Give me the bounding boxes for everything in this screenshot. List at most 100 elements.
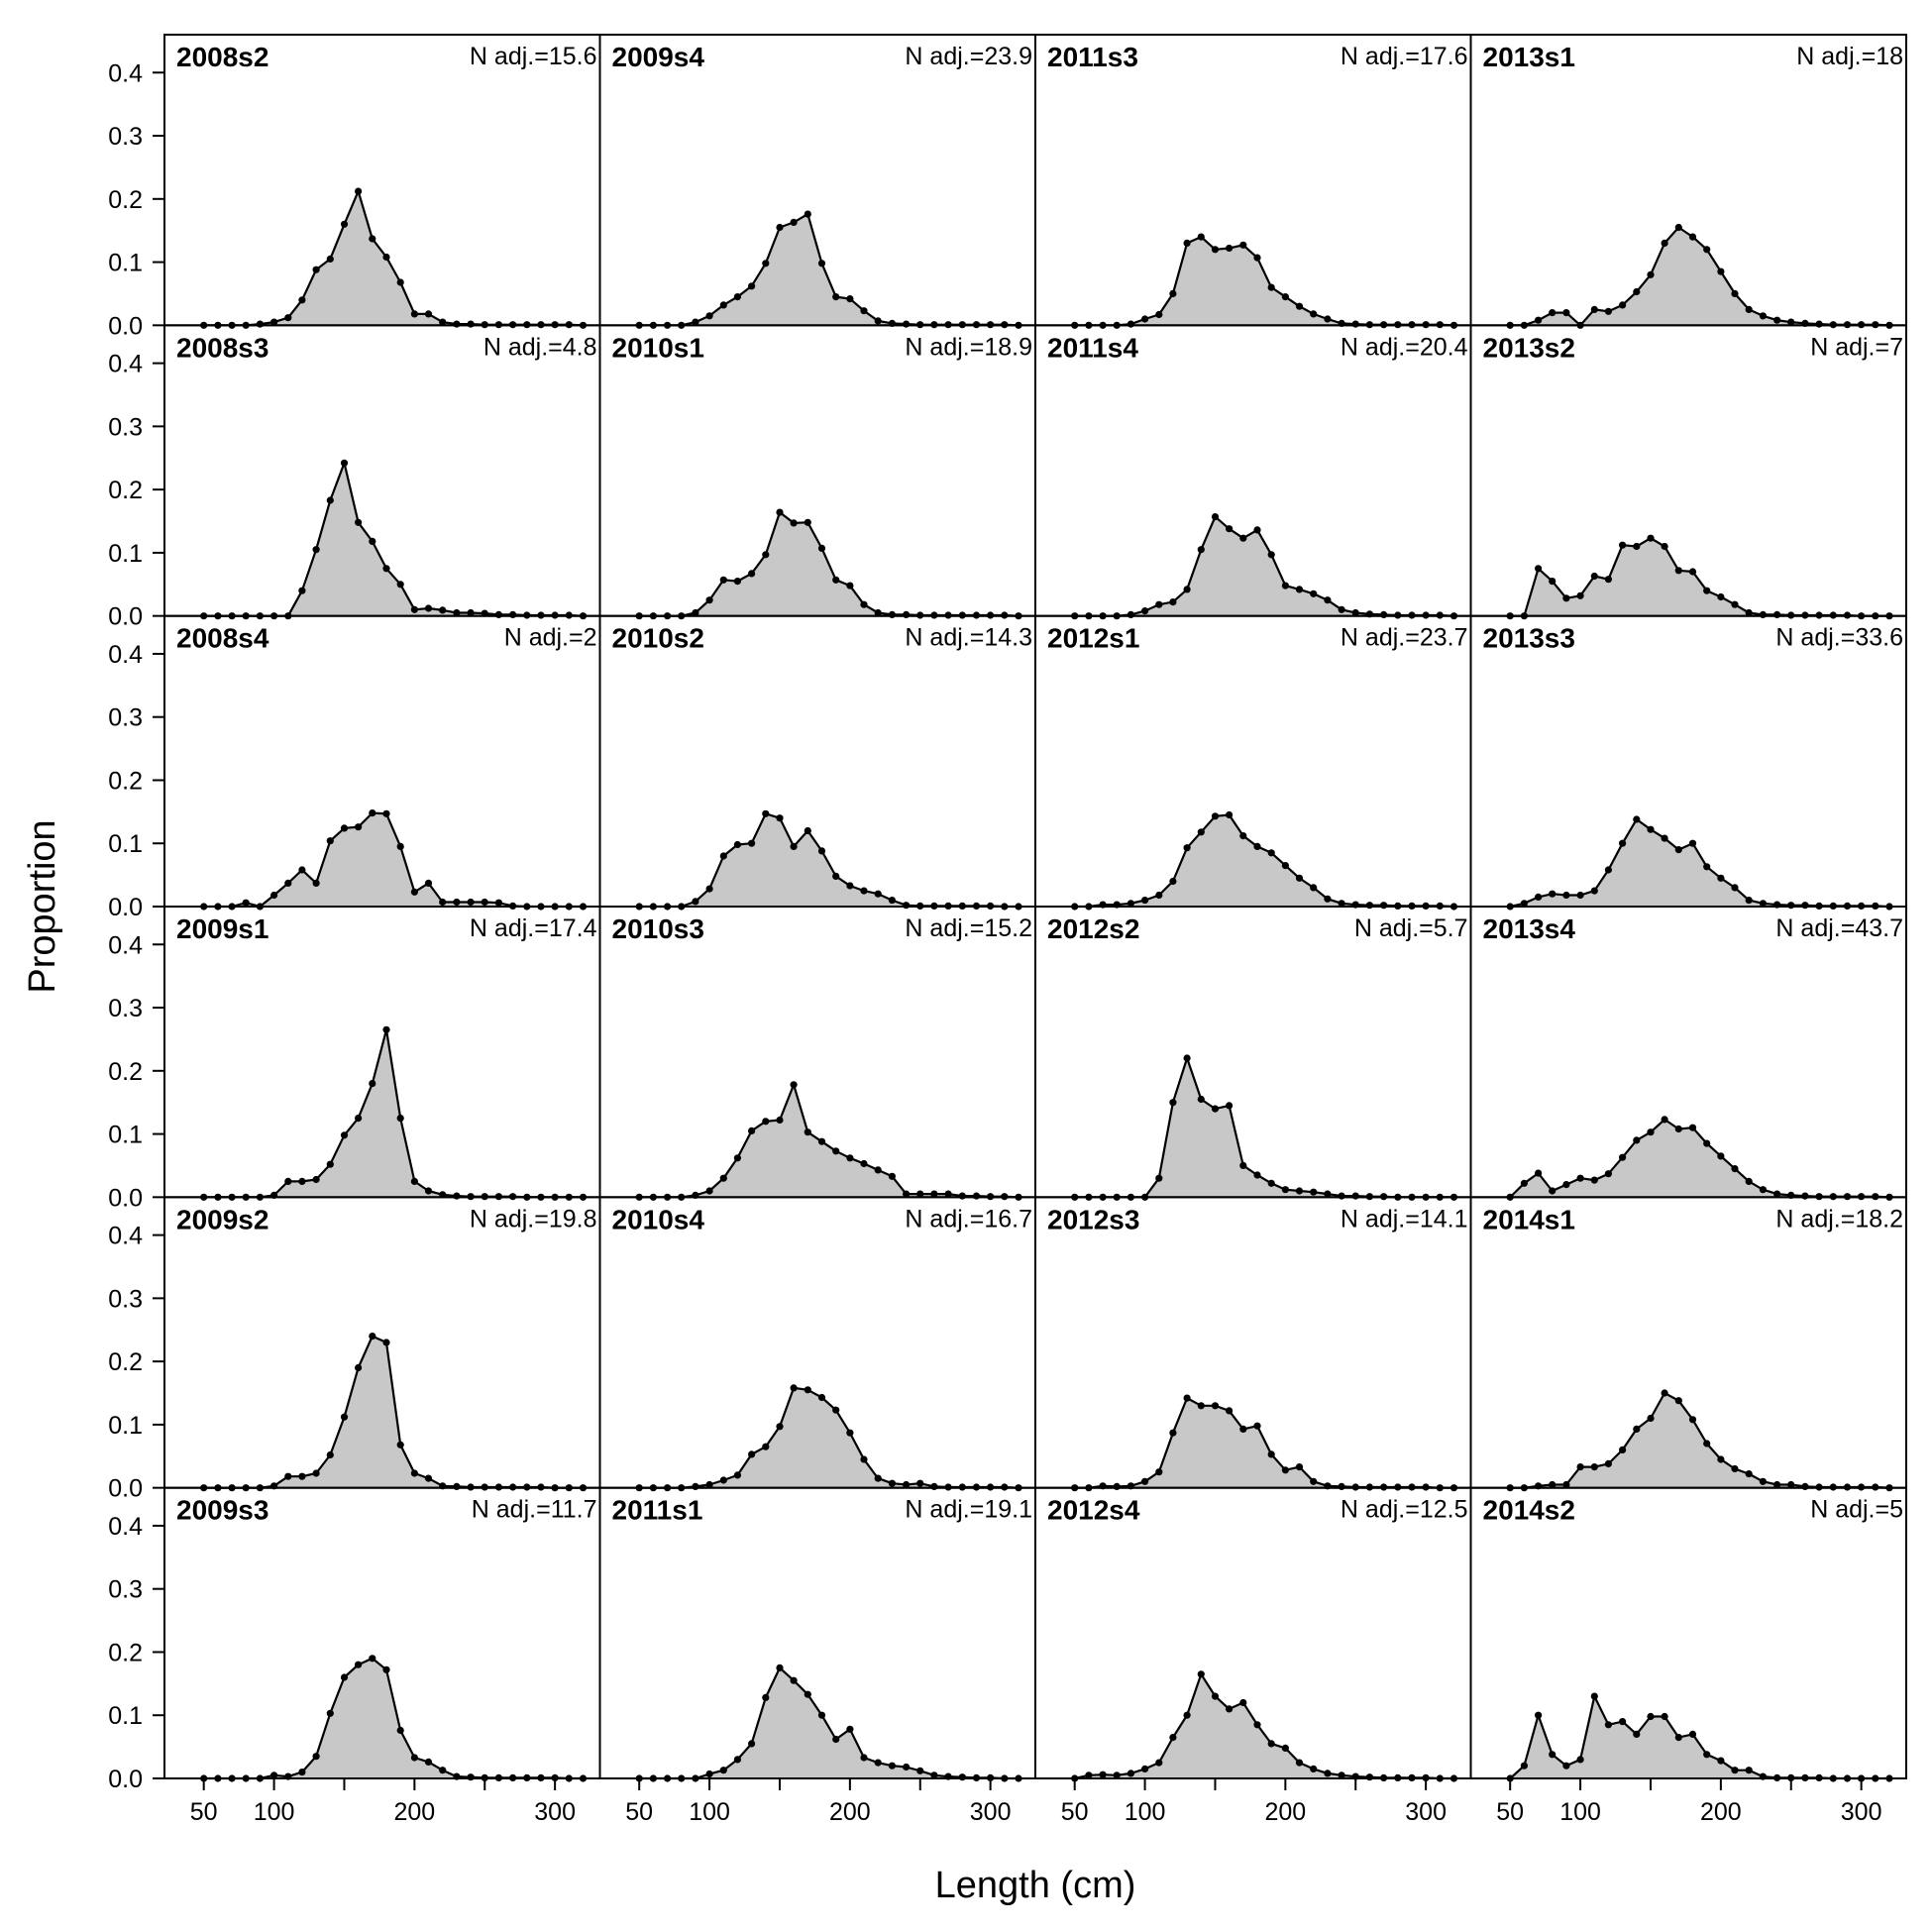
panel-n-adj: N adj.=2 — [504, 624, 597, 652]
data-point — [1295, 586, 1304, 593]
data-point — [1338, 1771, 1345, 1779]
data-point — [972, 1192, 981, 1200]
data-point — [1253, 1171, 1261, 1179]
data-point — [1351, 1192, 1359, 1200]
data-point — [1169, 289, 1177, 297]
data-point — [1141, 315, 1149, 323]
data-point — [916, 1479, 924, 1487]
data-point — [509, 610, 517, 619]
data-point — [284, 314, 292, 322]
area-fill — [203, 1658, 584, 1778]
x-tick-label: 200 — [1264, 1798, 1306, 1826]
data-point — [1549, 890, 1556, 898]
panel-2008s4: 2008s4 N adj.=2 — [163, 614, 601, 911]
x-axis: 50 100 200 300 50 100 200 300 50 100 200 300 50 100 20… — [190, 1778, 1881, 1826]
area-fill — [1074, 1673, 1454, 1778]
series-line — [639, 1666, 1019, 1780]
area-fill — [203, 1029, 584, 1198]
data-point — [1295, 874, 1304, 882]
panel-label: 2010s2 — [612, 623, 704, 654]
data-point — [748, 1127, 756, 1134]
data-point — [424, 1474, 433, 1482]
panel-n-adj: N adj.=16.7 — [905, 1205, 1032, 1233]
data-point — [790, 842, 798, 851]
area-fill — [203, 812, 584, 907]
x-tick-label: 100 — [1559, 1798, 1601, 1826]
data-point — [1197, 1670, 1205, 1678]
data-point — [903, 610, 911, 619]
data-point — [1239, 241, 1247, 249]
data-point — [467, 898, 475, 907]
data-point — [1661, 1116, 1668, 1124]
data-point — [762, 551, 770, 559]
data-point — [1549, 1187, 1556, 1195]
y-tick-label: 0.1 — [108, 250, 143, 277]
data-point — [355, 1115, 363, 1123]
area-fill — [639, 1667, 1019, 1778]
data-point — [1169, 877, 1177, 886]
area-fill — [203, 463, 584, 616]
panel-2012s4: 2012s4 N adj.=12.5 — [1034, 1486, 1472, 1782]
data-point — [382, 253, 390, 262]
data-point — [1197, 1095, 1205, 1104]
data-point — [1633, 1730, 1641, 1738]
data-point — [312, 879, 320, 888]
data-point — [860, 1754, 868, 1762]
data-point — [1562, 891, 1570, 900]
panel-n-adj: N adj.=18.9 — [905, 333, 1032, 361]
data-point — [930, 1482, 938, 1490]
data-point — [1169, 1099, 1177, 1107]
data-point — [1267, 1740, 1275, 1748]
data-point — [1773, 1480, 1781, 1489]
panel-grid: 2008s2 N adj.=15.6 2008s3 N adj.=4.8 2008s4 N… — [163, 34, 1907, 1782]
data-point — [1661, 1389, 1668, 1397]
panel-n-adj: N adj.=23.9 — [905, 43, 1032, 70]
data-point — [1183, 586, 1191, 593]
data-point — [340, 824, 349, 832]
data-point — [1239, 534, 1247, 542]
data-point — [1590, 1692, 1598, 1700]
data-point — [340, 220, 349, 228]
data-point — [312, 266, 320, 273]
data-point — [1253, 254, 1261, 262]
data-point — [326, 1160, 334, 1168]
data-point — [340, 1673, 349, 1681]
panel-n-adj: N adj.=12.5 — [1341, 1496, 1468, 1524]
data-point — [1745, 1470, 1753, 1478]
data-point — [748, 839, 756, 847]
data-point — [1295, 1463, 1304, 1471]
data-point — [467, 1773, 475, 1781]
data-point — [1169, 598, 1177, 606]
data-point — [1688, 839, 1697, 847]
panel-n-adj: N adj.=15.2 — [905, 914, 1032, 942]
data-point — [1787, 902, 1795, 910]
x-tick-label: 50 — [1061, 1798, 1089, 1826]
data-point — [1113, 1771, 1121, 1779]
data-point — [748, 1450, 756, 1458]
data-point — [1688, 568, 1697, 576]
data-point — [1688, 1124, 1697, 1131]
data-point — [1211, 1402, 1220, 1410]
data-point — [903, 1480, 911, 1489]
data-point — [888, 1172, 897, 1180]
data-point — [1619, 839, 1627, 847]
panel-n-adj: N adj.=43.7 — [1775, 914, 1903, 942]
data-point — [1520, 1762, 1528, 1770]
panel-n-adj: N adj.=17.6 — [1341, 43, 1468, 70]
data-point — [1787, 1480, 1795, 1489]
data-point — [1267, 551, 1275, 559]
y-tick-label: 0.2 — [108, 477, 143, 504]
panel-2012s3: 2012s3 N adj.=14.1 — [1034, 1196, 1472, 1492]
data-point — [1535, 565, 1543, 573]
data-point — [762, 809, 770, 817]
data-point — [1590, 1463, 1598, 1471]
data-point — [453, 320, 461, 328]
data-point — [1731, 600, 1739, 608]
data-point — [1619, 1718, 1627, 1726]
panel-label: 2010s3 — [612, 913, 704, 944]
data-point — [1310, 310, 1318, 318]
data-point — [424, 879, 433, 888]
panel-label: 2011s3 — [1047, 42, 1138, 72]
data-point — [1281, 1466, 1289, 1474]
area-fill — [639, 1387, 1019, 1488]
